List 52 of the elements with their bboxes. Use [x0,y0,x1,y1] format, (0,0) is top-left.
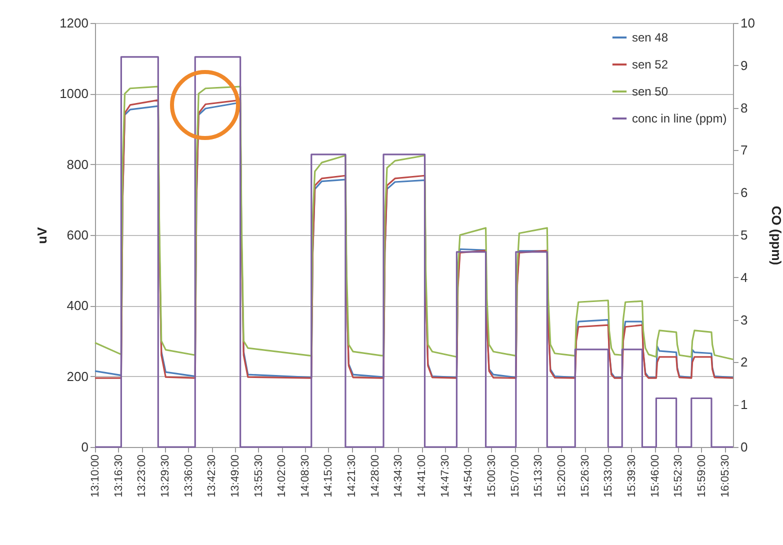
x-tick-label: 15:33:00 [602,454,615,498]
x-tick-label: 14:15:00 [322,454,335,498]
y-axis-title: uV [34,226,50,244]
y2-tick-label: 10 [740,16,755,30]
x-tick-label: 14:02:00 [276,454,288,498]
x-tick-label: 14:41:00 [416,454,428,498]
x-tick-label: 14:08:30 [299,454,312,498]
y2-tick-label: 7 [740,142,748,158]
legend-label: conc in line (ppm) [632,112,727,126]
x-tick-label: 14:21:30 [346,454,358,498]
x-tick-label: 13:42:30 [206,454,218,498]
y-tick-label: 800 [66,156,88,172]
x-tick-label: 13:16:30 [112,454,125,498]
y2-tick-label: 6 [740,185,748,200]
legend-label: sen 52 [632,58,668,72]
y-tick-label: 400 [66,298,88,314]
x-tick-label: 15:00:30 [486,454,498,498]
x-tick-label: 15:13:30 [532,454,545,498]
y2-axis-title: CO (ppm) [768,206,783,266]
x-tick-label: 14:47:30 [439,454,452,498]
x-tick-label: 15:07:00 [509,454,522,498]
y2-tick-label: 2 [740,354,748,370]
x-tick-label: 15:59:00 [696,454,708,498]
y-tick-label: 200 [66,368,88,384]
x-tick-label: 14:34:30 [392,454,405,498]
x-tick-label: 13:23:00 [136,454,148,498]
y2-tick-label: 3 [740,312,748,328]
y2-tick-label: 8 [740,100,748,116]
y2-tick-label: 5 [740,228,748,242]
y-tick-label: 0 [81,440,88,454]
x-tick-label: 14:54:00 [462,454,475,498]
x-tick-label: 15:52:30 [672,454,685,498]
x-tick-label: 15:46:00 [649,454,662,498]
x-tick-label: 13:36:00 [182,454,195,498]
y2-tick-label: 1 [740,397,748,412]
x-tick-label: 15:39:30 [626,454,638,498]
y-tick-label: 1000 [60,86,88,102]
y2-tick-label: 9 [740,58,748,73]
y2-tick-label: 0 [740,440,748,454]
x-tick-label: 15:20:00 [556,454,568,498]
x-tick-label: 13:29:30 [159,454,172,498]
legend-label: sen 50 [632,84,668,98]
x-tick-label: 14:28:00 [369,454,382,498]
y-tick-label: 1200 [60,16,88,30]
x-tick-label: 13:55:30 [252,454,265,498]
x-tick-label: 15:26:30 [579,454,592,498]
x-tick-label: 13:10:00 [90,454,102,498]
x-tick-label: 16:05:30 [719,454,732,498]
legend-label: sen 48 [632,30,668,44]
x-tick-label: 13:49:00 [229,454,242,498]
y-tick-label: 600 [66,228,88,242]
y2-tick-label: 4 [740,270,748,285]
